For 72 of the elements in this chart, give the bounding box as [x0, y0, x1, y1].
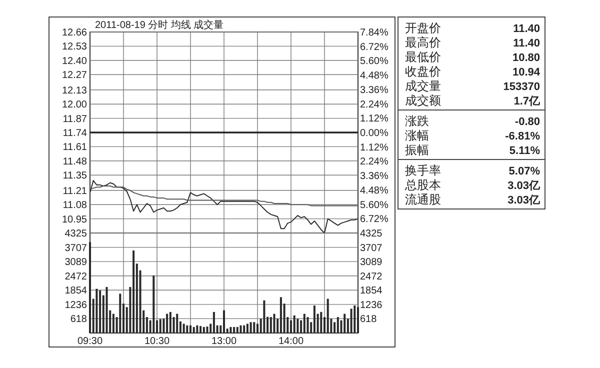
y-tick-label: 12.40: [62, 56, 88, 67]
x-tick-label: 09:30: [77, 336, 103, 347]
text: 3.03亿: [508, 194, 541, 206]
y2-tick-label: 4.48%: [360, 70, 388, 82]
y-tick-label: 618: [70, 314, 88, 326]
text: 11.40: [513, 38, 540, 50]
y2-tick-label: 7.84%: [360, 28, 388, 38]
x-tick-label: 10:30: [144, 336, 170, 347]
y2-tick-label: 2472: [360, 271, 383, 282]
y2-tick-label: 1236: [360, 300, 383, 311]
y2-tick-label: 6.72%: [360, 214, 388, 226]
text: -0.80: [514, 116, 540, 128]
y2-tick-label: 1.12%: [360, 114, 388, 125]
text: 1.7亿: [514, 96, 541, 108]
text: 153370: [503, 81, 540, 93]
y2-tick-label: 5.60%: [360, 56, 388, 68]
y-tick-label: 4325: [64, 228, 88, 240]
y2-tick-label: 1854: [360, 286, 383, 297]
y2-tick-label: 3.36%: [360, 171, 388, 182]
y-tick-label: 12.13: [62, 85, 88, 96]
y2-tick-label: 3089: [360, 257, 383, 268]
text: 5.11%: [509, 145, 540, 157]
text: 11.40: [513, 23, 540, 35]
y2-tick-label: 3707: [360, 242, 383, 254]
line-series: [90, 186, 358, 206]
y-tick-label: 11.48: [62, 156, 88, 168]
y-tick-label: 11.08: [62, 200, 88, 212]
y-tick-label: 1854: [64, 286, 88, 297]
y-tick-label: 3089: [64, 257, 88, 268]
text: 涨幅: [405, 128, 429, 142]
text: -6.81%: [505, 130, 540, 142]
text: 总股本: [404, 178, 441, 192]
y-tick-label: 12.27: [62, 70, 88, 82]
text: 3.03亿: [508, 180, 541, 192]
y-tick-label: 11.74: [62, 128, 88, 139]
y-tick-label: 11.21: [62, 186, 88, 197]
y2-tick-label: 4325: [360, 228, 383, 240]
y2-tick-label: 6.72%: [360, 42, 388, 53]
y-tick-label: 11.35: [62, 170, 88, 182]
y-tick-label: 2472: [64, 271, 88, 282]
y-tick-label: 10.95: [62, 214, 88, 226]
y-tick-label: 11.87: [62, 114, 88, 125]
text: 成交额: [405, 94, 441, 108]
x-tick-label: 13:00: [211, 336, 237, 347]
text: 流通股: [405, 192, 441, 206]
text: 10.94: [512, 66, 541, 78]
text: 最高价: [405, 36, 441, 50]
y-tick-label: 12.00: [62, 100, 88, 111]
y-tick-label: 1236: [64, 300, 88, 311]
text: 振幅: [405, 143, 429, 157]
text: 10.80: [512, 52, 540, 64]
y2-tick-label: 3.36%: [360, 84, 388, 96]
text: 最低价: [405, 50, 441, 64]
y-tick-label: 12.53: [62, 42, 88, 53]
y2-tick-label: 4.48%: [360, 185, 388, 196]
y2-tick-label: 5.60%: [360, 200, 388, 211]
text: 涨跌: [405, 114, 429, 128]
text: 5.07%: [508, 166, 540, 178]
text: 换手率: [405, 164, 441, 178]
y2-tick-label: 1.12%: [360, 142, 388, 154]
y2-tick-label: 618: [360, 314, 378, 326]
text: 收盘价: [405, 64, 441, 78]
y2-tick-label: 0.00%: [360, 128, 388, 139]
y2-tick-label: 2.24%: [360, 99, 388, 110]
text: 开盘价: [405, 21, 441, 35]
y-tick-label: 11.61: [62, 142, 88, 154]
text: 成交量: [405, 79, 441, 93]
y-tick-label: 12.66: [62, 28, 88, 38]
x-tick-label: 14:00: [278, 336, 304, 347]
y-tick-label: 3707: [64, 242, 88, 254]
y2-tick-label: 2.24%: [360, 156, 388, 168]
chart-title: 2011-08-19 分时 均线 成交量: [95, 19, 224, 31]
